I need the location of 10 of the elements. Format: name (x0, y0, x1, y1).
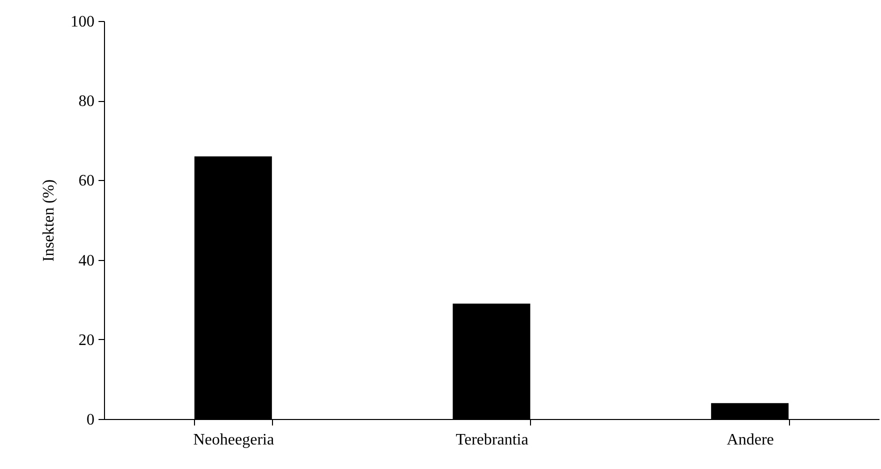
y-tick-label: 40 (78, 252, 94, 270)
y-axis-title: Insekten (%) (40, 179, 58, 262)
x-tick-label: Neoheegeria (193, 432, 274, 448)
y-tick-label: 100 (70, 14, 94, 30)
y-tick-label: 80 (78, 93, 94, 110)
y-tick-label: 20 (78, 332, 94, 349)
y-tick-label: 60 (78, 172, 94, 190)
x-tick-label: Terebrantia (456, 432, 528, 448)
y-tick-label: 0 (86, 412, 94, 428)
x-tick-label: Andere (726, 432, 774, 448)
